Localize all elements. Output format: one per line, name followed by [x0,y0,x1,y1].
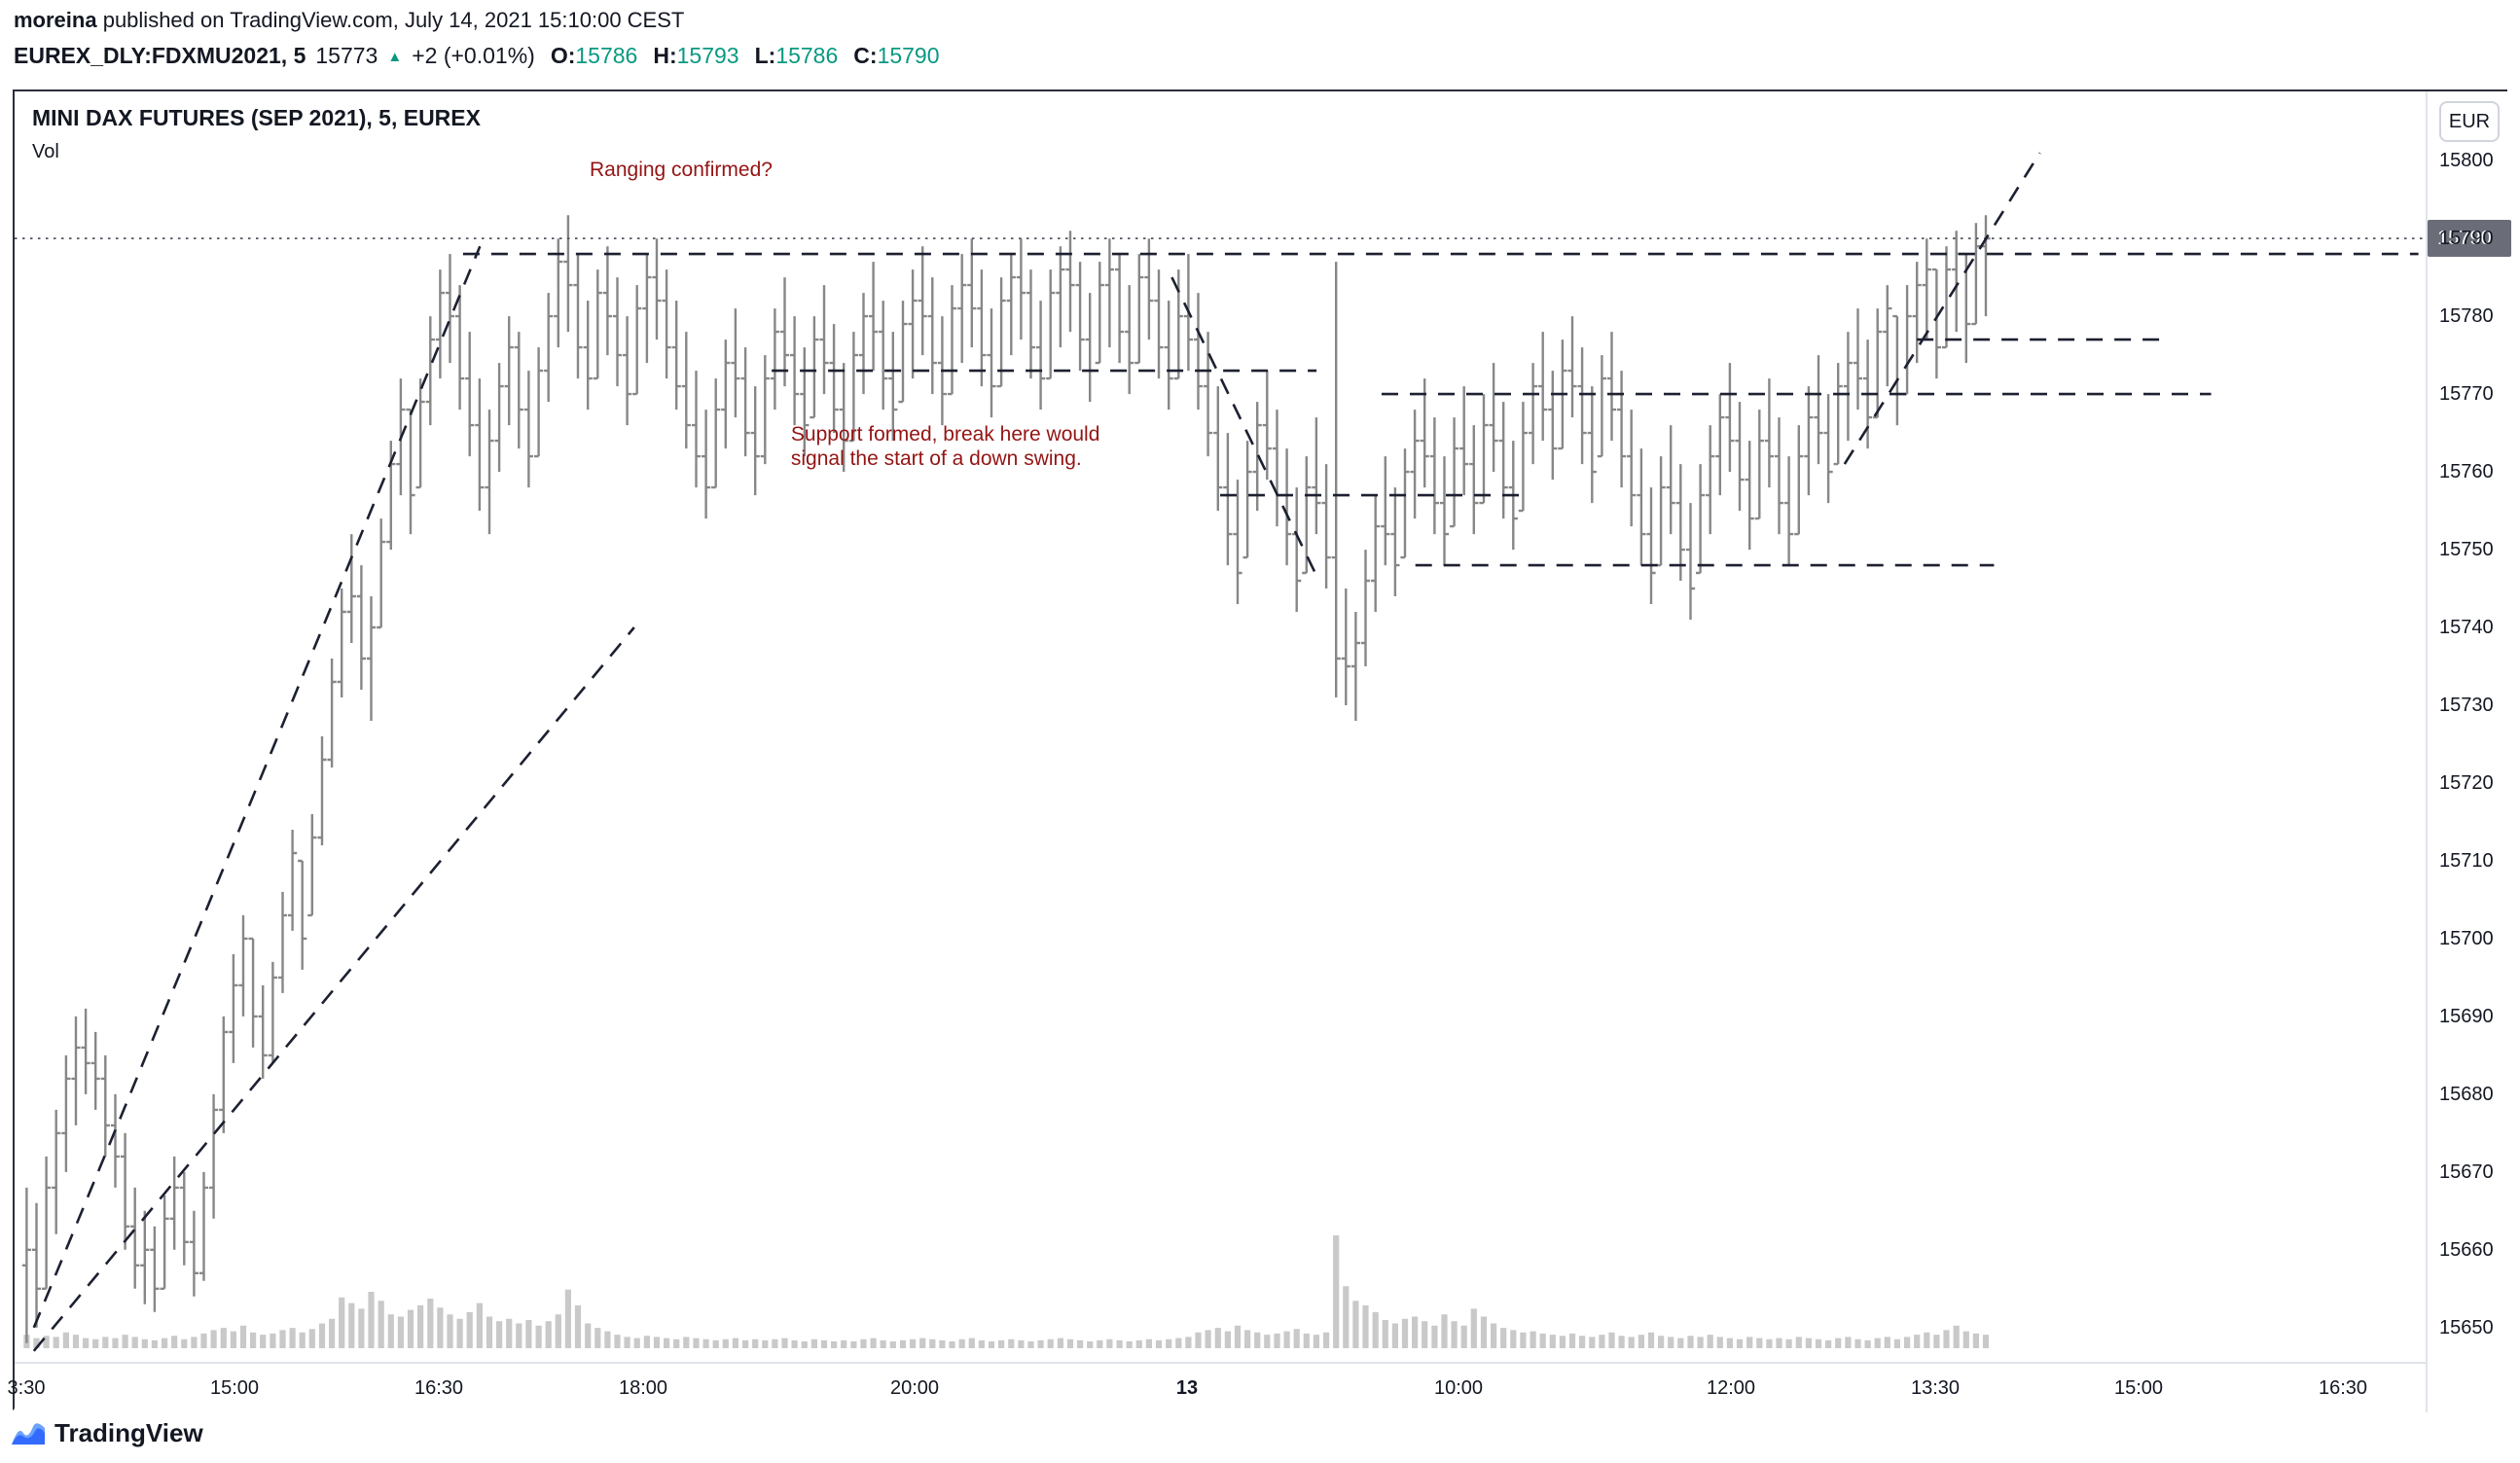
time-axis-label: 10:00 [1433,1377,1484,1399]
ohlc-low-value: 15786 [775,43,839,68]
ohlc-open: O:15786 [545,43,638,69]
trendline[interactable] [1843,152,2041,465]
ohlc-low-label: L: [754,43,776,68]
price-change: +2 (+0.01%) [412,43,535,68]
chart-annotation[interactable]: Support formed, break here would signal t… [791,423,1100,470]
price-axis-label: 15700 [2439,928,2494,949]
footer: TradingView [12,1418,203,1448]
time-axis-label: 3:30 [7,1377,46,1399]
time-axis-label: 13:30 [1910,1377,1961,1399]
time-axis-label: 16:30 [2318,1377,2368,1399]
brand-name[interactable]: TradingView [54,1418,203,1447]
volume-bars [23,1235,1990,1348]
time-axis-label: 15:00 [2113,1377,2164,1399]
price-axis-label: 15690 [2439,1006,2494,1027]
price-axis-label: 15790 [2439,228,2494,249]
ohlc-bars [21,215,1991,1343]
last-price-badge: 15790 [2428,220,2511,257]
ohlc-open-value: 15786 [575,43,638,68]
price-axis-label: 15760 [2439,461,2494,482]
chart-plot-area[interactable]: Ranging confirmed? Support formed, break … [15,91,2426,1362]
price-axis-label: 15780 [2439,305,2494,327]
tradingview-logo-icon[interactable] [12,1421,45,1446]
time-axis-label: 20:00 [889,1377,940,1399]
time-axis-label: 16:30 [414,1377,464,1399]
price-axis-label: 15750 [2439,539,2494,560]
up-arrow-icon: ▲ [387,49,403,65]
ohlc-close: C:15790 [847,43,939,69]
price-chart-svg[interactable]: Ranging confirmed? Support formed, break … [15,91,2426,1362]
time-axis-label: 12:00 [1706,1377,1756,1399]
price-axis-label: 15720 [2439,772,2494,794]
time-axis-label: 15:00 [209,1377,260,1399]
price-axis-label: 15670 [2439,1161,2494,1183]
symbol-name[interactable]: EUREX_DLY:FDXMU2021, 5 [14,43,306,68]
time-axis-label: 18:00 [618,1377,668,1399]
trendline[interactable] [1170,276,1320,582]
ohlc-open-label: O: [550,43,576,68]
ohlc-close-label: C: [853,43,878,68]
price-axis-label: 15650 [2439,1317,2494,1338]
trendline[interactable] [32,245,482,1329]
ohlc-low: L:15786 [749,43,839,69]
price-axis-label: 15680 [2439,1084,2494,1105]
price-axis-label: 15710 [2439,850,2494,872]
header-last-price: 15773 [315,43,378,68]
chart-annotation[interactable]: Ranging confirmed? [590,159,773,181]
ohlc-high-label: H: [653,43,677,68]
symbol-ohlc-line: EUREX_DLY:FDXMU2021, 5 15773 ▲ +2 (+0.01… [14,43,940,69]
ohlc-close-value: 15790 [877,43,940,68]
currency-button[interactable]: EUR [2439,101,2500,142]
time-axis[interactable]: 3:30 15:00 16:30 18:00 20:00 13 10:00 12:00 13:3… [8,1362,2426,1412]
time-axis-label: 13 [1175,1377,1199,1399]
chart-region: Ranging confirmed? Support formed, break … [8,89,2511,1412]
ohlc-high: H:15793 [647,43,738,69]
price-axis-label: 15770 [2439,383,2494,405]
price-axis-label: 15660 [2439,1239,2494,1261]
ohlc-high-value: 15793 [676,43,739,68]
author-name: moreina [14,8,97,32]
price-axis-label: 15730 [2439,695,2494,716]
trendline[interactable] [32,626,635,1352]
publish-line: moreina published on TradingView.com, Ju… [14,8,940,33]
snapshot-header: moreina published on TradingView.com, Ju… [14,8,940,69]
price-axis-label: 15800 [2439,150,2494,171]
publish-text: published on TradingView.com, July 14, 2… [96,8,685,32]
price-axis[interactable]: EUR 15790 15800 15790 15780 15770 15760 15750… [2426,91,2511,1412]
price-axis-label: 15740 [2439,617,2494,638]
